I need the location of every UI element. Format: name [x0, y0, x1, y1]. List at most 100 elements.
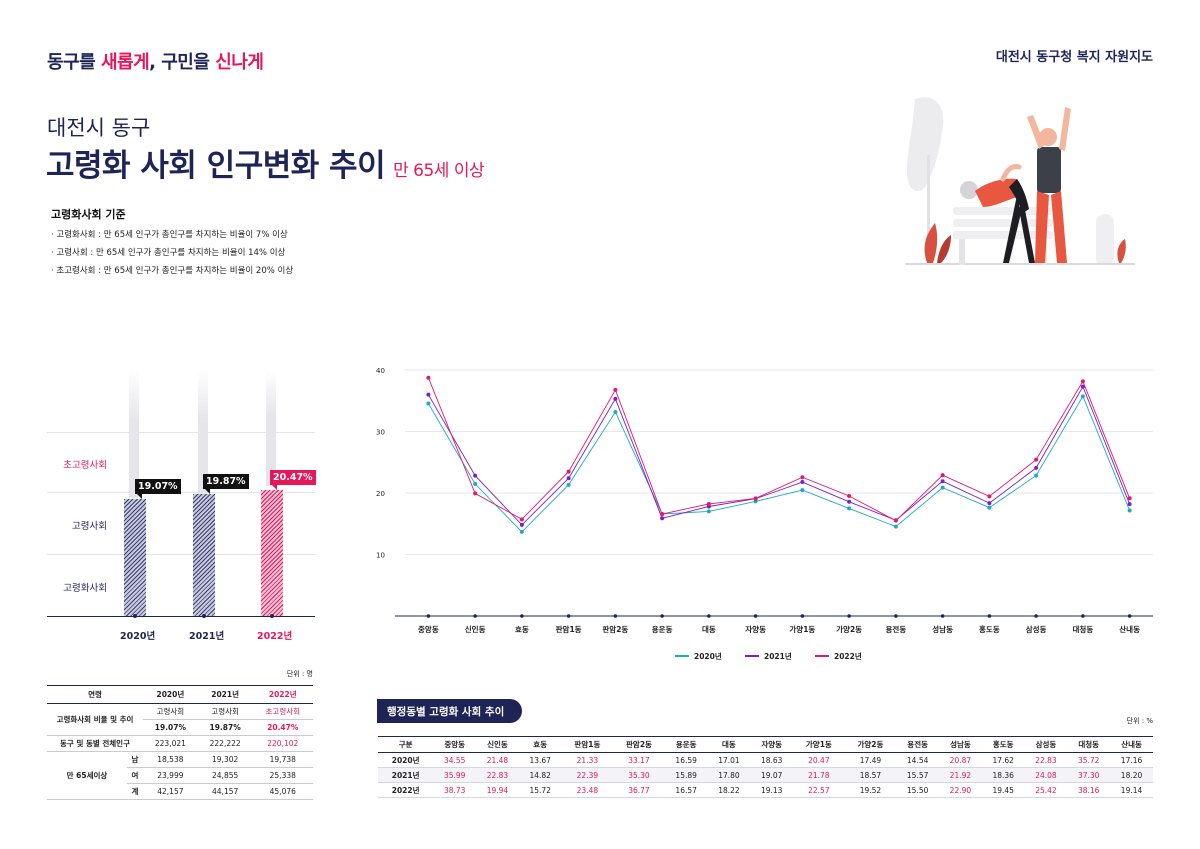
- table-row: 2020년 34.55 21.48 13.67 21.33 33.17 16.59 17.01…: [378, 752, 1153, 768]
- x-axis-dot: [800, 614, 805, 618]
- criteria-item: · 고령사회 : 만 65세 인구가 총인구를 차지하는 비율이 14% 이상: [51, 248, 286, 258]
- legend-label: 2022년: [834, 651, 862, 661]
- data-point: [847, 493, 852, 498]
- data-point: [893, 518, 898, 523]
- table-cell: 18.22: [707, 782, 751, 798]
- bar-base-dot: [202, 614, 206, 618]
- data-point: [800, 488, 805, 493]
- dong-table-unit: 단위 : %: [1126, 717, 1153, 725]
- table-cell: 17.49: [844, 752, 897, 768]
- dong-line-chart: 10 20 30 40 중앙동 신인동 효동 판암1동 판암2동 용운동 대동 자양동 가양1동 가양2동…: [376, 367, 1153, 661]
- table-cell: 222,222: [197, 735, 253, 752]
- table-cell: 20.47%: [252, 719, 313, 736]
- page-subtitle: 만 65세 이상: [393, 161, 485, 181]
- data-point: [566, 482, 571, 487]
- data-point: [1080, 394, 1085, 399]
- table-cell: 19.07%: [143, 719, 198, 736]
- criteria-item: · 초고령사회 : 만 65세 인구가 총인구를 차지하는 비율이 20% 이상: [51, 266, 294, 276]
- x-axis-dot: [473, 614, 477, 618]
- data-point: [566, 469, 571, 474]
- table-cell: 25,338: [252, 767, 313, 784]
- table-cell: 35.30: [613, 767, 665, 783]
- data-point: [660, 516, 665, 521]
- data-point: [613, 387, 618, 392]
- x-axis-dot: [707, 614, 711, 618]
- total-label: 동구 및 동별 전체인구: [47, 735, 143, 752]
- x-tick-label: 대청동: [1073, 624, 1094, 634]
- x-tick-label: 용운동: [652, 624, 673, 634]
- table-header-cell: 대동: [707, 736, 751, 753]
- table-cell: 15.72: [518, 782, 562, 798]
- table-header-cell: 신인동: [476, 736, 519, 753]
- bar-2022: [261, 490, 283, 616]
- bar-value-label: 19.87%: [203, 473, 249, 494]
- plant-left-icon: [924, 223, 951, 263]
- aging-bar-chart: 초고령사회 고령사회 고령화사회 19.07% 19.87% 20.47% 20…: [47, 370, 316, 650]
- table-cell: 17.62: [981, 752, 1025, 768]
- bar-baseline: [47, 616, 315, 617]
- x-axis-dot: [987, 614, 992, 618]
- table-cell: 42,157: [143, 783, 198, 800]
- criteria-item-text: 고령화사회 : 만 65세 인구가 총인구를 차지하는 비율이 7% 이상: [56, 230, 288, 240]
- summary-unit: 단위 : 명: [286, 670, 313, 678]
- legend-label: 2020년: [694, 651, 722, 661]
- table-cell: 초고령사회: [252, 703, 313, 720]
- table-cell: 14.82: [518, 767, 562, 783]
- data-point: [1127, 508, 1132, 513]
- x-tick-label: 가양2동: [836, 624, 862, 634]
- table-cell: 19.94: [476, 782, 519, 798]
- table-cell: 17.01: [707, 752, 751, 768]
- band-divider: [47, 492, 315, 493]
- bar-category-label: 2022년: [257, 631, 293, 642]
- legend-label: 2021년: [764, 651, 792, 661]
- table-header-cell: 대청동: [1067, 736, 1111, 753]
- table-cell: 16.59: [664, 752, 708, 768]
- table-header-row: 연령 2020년 2021년 2022년: [47, 685, 313, 704]
- tree-trunk: [927, 155, 930, 265]
- table-cell: 23,999: [143, 767, 198, 784]
- table-header-cell: 판암1동: [561, 736, 614, 753]
- x-tick-label: 삼성동: [1026, 624, 1047, 634]
- data-point: [660, 512, 665, 517]
- table-cell: 25.42: [1024, 782, 1068, 798]
- table-header-cell: 구분: [378, 736, 434, 753]
- criteria-item-text: 고령사회 : 만 65세 인구가 총인구를 차지하는 비율이 14% 이상: [56, 248, 286, 258]
- table-cell: 38.73: [433, 782, 477, 798]
- x-tick-label: 성남동: [932, 624, 953, 634]
- series-line-2021년: [428, 385, 1131, 526]
- data-point: [987, 494, 992, 499]
- bar-base-dot: [133, 614, 137, 618]
- row-label: 남: [127, 751, 143, 768]
- table-cell: 19.87%: [197, 719, 253, 736]
- table-cell: 22.83: [1024, 752, 1068, 768]
- table-cell: 34.55: [433, 752, 477, 768]
- x-axis-dot: [847, 614, 851, 618]
- data-point: [987, 501, 992, 506]
- x-tick-label: 자양동: [745, 624, 766, 634]
- data-point: [566, 476, 571, 481]
- data-point: [1127, 502, 1132, 507]
- table-cell: 16.57: [664, 782, 708, 798]
- data-point: [519, 517, 524, 522]
- region-label: 대전시 동구: [47, 116, 151, 140]
- data-point: [473, 491, 478, 496]
- row-label: 2021년: [378, 767, 434, 783]
- band-label-super-aged: 초고령사회: [63, 460, 107, 471]
- table-cell: 18.63: [750, 752, 794, 768]
- slogan-highlight-2: 신나게: [215, 52, 264, 73]
- x-tick-label: 판암2동: [602, 624, 628, 634]
- table-header-cell: 가양2동: [844, 736, 897, 753]
- data-point: [940, 473, 945, 478]
- data-point: [753, 496, 758, 501]
- criteria-item: · 고령화사회 : 만 65세 인구가 총인구를 차지하는 비율이 7% 이상: [51, 230, 288, 240]
- bar-2021: [193, 493, 215, 616]
- data-point: [847, 499, 852, 504]
- table-cell: 19,738: [252, 751, 313, 768]
- band-divider: [47, 432, 315, 433]
- table-cell: 33.17: [613, 752, 665, 768]
- table-header-cell: 삼성동: [1024, 736, 1068, 753]
- woman-figure: [960, 164, 1035, 263]
- man-figure: [1027, 107, 1071, 263]
- plant-right-icon: [1117, 239, 1126, 263]
- data-point: [800, 480, 805, 485]
